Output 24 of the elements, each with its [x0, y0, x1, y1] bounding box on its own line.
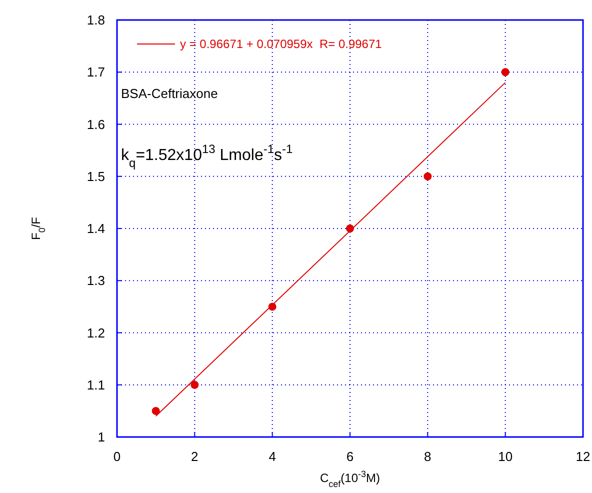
x-axis-title: C$_{cef}$(10$^{-3}$M): [320, 469, 380, 489]
point: [152, 406, 160, 415]
x-tick-label: 10: [498, 449, 513, 464]
y-tick-label: 1: [98, 430, 105, 444]
y-tick-label: 1.2: [86, 325, 105, 340]
x-tick-label: 12: [576, 449, 590, 464]
x-tick-label: 8: [424, 449, 432, 464]
annotation: k$_{q}$=1.52x10$^{13}$ Lmole$^{-1}$s$^{-1}$: [121, 142, 294, 170]
x-tick-label: 4: [268, 449, 276, 464]
point: [501, 68, 510, 76]
point: [424, 172, 432, 180]
y-tick-label: 1.7: [86, 64, 105, 80]
annotation: BSA-Ceftriaxone: [121, 86, 218, 101]
legend-label: y = 0.96671 + 0.070959x R= 0.99671: [180, 37, 382, 51]
x-tick-label: 0: [113, 449, 121, 464]
y-tick-label: 1.6: [86, 116, 105, 132]
y-tick-label: 1.1: [86, 377, 105, 392]
point: [190, 380, 199, 389]
y-tick-label: 1.8: [86, 12, 105, 28]
y-tick-label: 1.3: [86, 273, 105, 288]
y-tick-label: 1.5: [86, 168, 105, 184]
x-tick-label: 2: [191, 449, 198, 464]
y-tick-label: 1.4: [86, 221, 105, 236]
x-tick-label: 6: [346, 449, 354, 464]
